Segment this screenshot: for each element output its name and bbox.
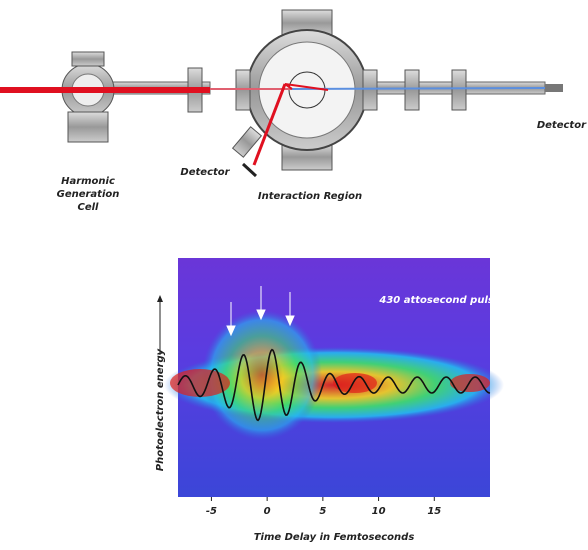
x-tick-label: 0 (264, 506, 271, 517)
x-tick-label: 10 (372, 506, 386, 517)
figure: Harmonic Generation Cell Detector Intera… (0, 0, 588, 550)
label-cell: Generation (57, 189, 120, 200)
x-tick-label: 15 (427, 506, 441, 517)
label-cell: Cell (78, 202, 100, 213)
spectrogram (164, 258, 504, 497)
apparatus (0, 10, 563, 176)
label-detector: Detector (180, 167, 230, 178)
x-tick-label: -5 (206, 506, 217, 517)
label-cell: Harmonic (61, 176, 115, 187)
x-tick-label: 5 (319, 506, 326, 517)
x-axis-label: Time Delay in Femtoseconds (254, 532, 415, 543)
y-axis-arrow (157, 295, 163, 302)
label-interaction: Interaction Region (258, 191, 362, 202)
y-axis-label: Photoelectron energy (155, 348, 166, 471)
annotation: 430 attosecond pulse (378, 295, 500, 306)
label-detector: Detector (537, 120, 587, 131)
